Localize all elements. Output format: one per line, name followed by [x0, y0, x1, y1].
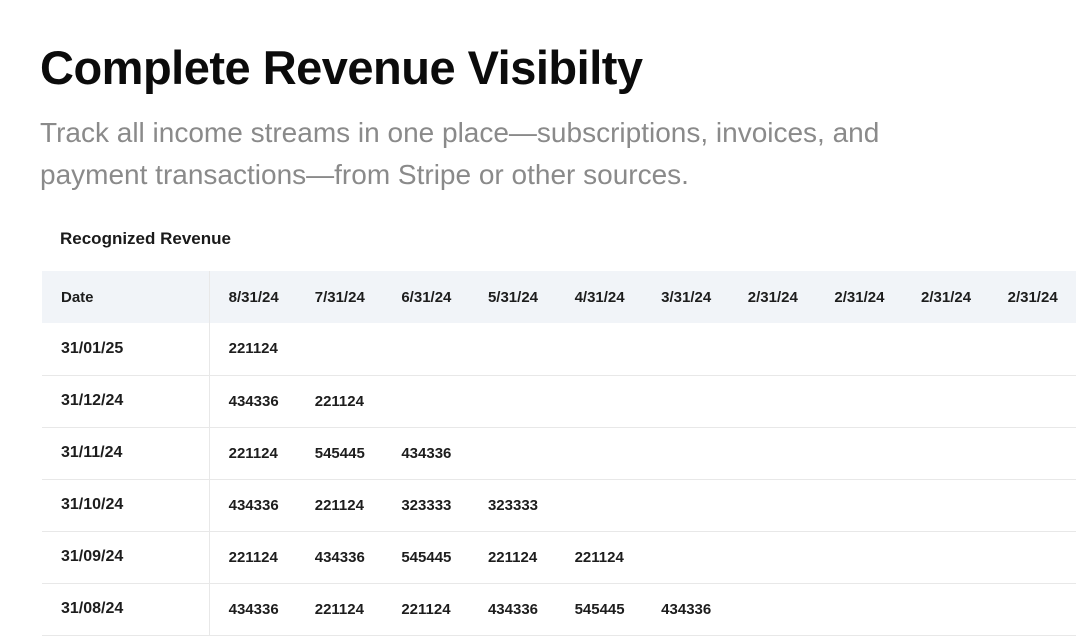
revenue-table-container[interactable]: Date 8/31/24 7/31/24 6/31/24 5/31/24 4/31/24… — [42, 271, 1076, 638]
revenue-value-cell — [296, 323, 383, 375]
revenue-value-cell — [729, 375, 816, 427]
revenue-value-cell — [642, 375, 729, 427]
row-date-cell: 31/11/24 — [42, 427, 210, 479]
page-subtitle: Track all income streams in one place—su… — [40, 117, 880, 190]
revenue-value-cell — [469, 375, 556, 427]
revenue-value-cell — [815, 531, 902, 583]
revenue-value-cell — [729, 531, 816, 583]
table-row: 31/09/24 221124 434336 545445 221124 221124 — [42, 531, 1076, 583]
row-date-cell: 31/10/24 — [42, 479, 210, 531]
revenue-value-cell: 323333 — [401, 496, 452, 514]
revenue-value-cell: 434336 — [228, 600, 279, 618]
column-header-period[interactable]: 8/31/24 — [228, 288, 279, 306]
revenue-value-cell: 434336 — [228, 392, 279, 410]
revenue-value-cell: 221124 — [314, 392, 364, 410]
table-row: 31/08/24 434336 221124 221124 434336 545445 43… — [42, 583, 1076, 635]
revenue-value-cell — [989, 583, 1076, 635]
column-header-period[interactable]: 5/31/24 — [487, 288, 538, 306]
revenue-value-cell — [382, 323, 469, 375]
table-label: Recognized Revenue — [60, 229, 231, 248]
revenue-value-cell — [642, 427, 729, 479]
revenue-value-cell — [382, 375, 469, 427]
revenue-value-cell: 545445 — [574, 600, 625, 618]
revenue-value-cell: 545445 — [401, 548, 452, 566]
revenue-value-cell — [815, 583, 902, 635]
table-body: 31/01/25 221124 31/12/24 434336 221124 31/11/… — [42, 323, 1076, 635]
revenue-value-cell — [815, 479, 902, 531]
column-header-period[interactable]: 2/31/24 — [921, 288, 972, 306]
revenue-value-cell — [902, 323, 989, 375]
column-header-period[interactable]: 7/31/24 — [314, 288, 365, 306]
revenue-value-cell — [729, 323, 816, 375]
revenue-value-cell — [556, 323, 643, 375]
column-header-period[interactable]: 4/31/24 — [574, 288, 625, 306]
revenue-value-cell — [989, 479, 1076, 531]
revenue-value-cell — [729, 427, 816, 479]
revenue-value-cell: 434336 — [314, 548, 365, 566]
revenue-value-cell: 221124 — [228, 444, 278, 462]
table-row: 31/11/24 221124 545445 434336 — [42, 427, 1076, 479]
row-date-cell: 31/08/24 — [42, 583, 210, 635]
revenue-value-cell: 221124 — [228, 548, 278, 566]
revenue-value-cell — [989, 375, 1076, 427]
revenue-value-cell: 434336 — [487, 600, 539, 618]
revenue-value-cell — [469, 323, 556, 375]
revenue-table: Date 8/31/24 7/31/24 6/31/24 5/31/24 4/31/24… — [42, 271, 1076, 636]
revenue-value-cell — [556, 375, 643, 427]
revenue-value-cell: 221124 — [487, 548, 538, 566]
column-header-period[interactable]: 2/31/24 — [834, 288, 885, 306]
revenue-value-cell — [469, 427, 556, 479]
revenue-value-cell: 221124 — [401, 600, 451, 618]
revenue-value-cell — [902, 479, 989, 531]
revenue-value-cell: 221124 — [314, 496, 364, 514]
revenue-value-cell — [989, 323, 1076, 375]
revenue-value-cell — [556, 479, 643, 531]
column-header-period[interactable]: 2/31/24 — [747, 288, 798, 306]
table-row: 31/12/24 434336 221124 — [42, 375, 1076, 427]
page-title: Complete Revenue Visibilty — [40, 41, 643, 94]
revenue-value-cell — [556, 427, 643, 479]
revenue-value-cell — [642, 323, 729, 375]
revenue-value-cell — [989, 427, 1076, 479]
column-header-period[interactable]: 2/31/24 — [1007, 288, 1058, 306]
column-header-period[interactable]: 6/31/24 — [401, 288, 452, 306]
revenue-value-cell: 434336 — [228, 496, 279, 514]
revenue-value-cell — [815, 375, 902, 427]
column-header-date[interactable]: Date — [42, 271, 210, 323]
revenue-value-cell: 221124 — [574, 548, 624, 566]
revenue-value-cell: 434336 — [661, 600, 712, 618]
revenue-value-cell — [989, 531, 1076, 583]
revenue-value-cell — [815, 323, 902, 375]
revenue-value-cell: 323333 — [487, 496, 539, 514]
row-date-cell: 31/12/24 — [42, 375, 210, 427]
revenue-value-cell — [902, 427, 989, 479]
table-row: 31/10/24 434336 221124 323333 323333 — [42, 479, 1076, 531]
revenue-value-cell — [642, 531, 729, 583]
table-header-row: Date 8/31/24 7/31/24 6/31/24 5/31/24 4/31/24… — [42, 271, 1076, 323]
revenue-value-cell: 434336 — [401, 444, 452, 462]
revenue-value-cell — [902, 583, 989, 635]
revenue-value-cell — [902, 375, 989, 427]
table-row: 31/01/25 221124 — [42, 323, 1076, 375]
revenue-value-cell — [815, 427, 902, 479]
revenue-value-cell — [642, 479, 729, 531]
revenue-value-cell: 221124 — [314, 600, 364, 618]
revenue-value-cell — [729, 583, 816, 635]
column-header-period[interactable]: 3/31/24 — [661, 288, 712, 306]
revenue-value-cell: 221124 — [228, 340, 278, 358]
row-date-cell: 31/09/24 — [42, 531, 210, 583]
revenue-value-cell — [902, 531, 989, 583]
revenue-value-cell: 545445 — [314, 444, 365, 462]
row-date-cell: 31/01/25 — [42, 323, 210, 375]
revenue-value-cell — [729, 479, 816, 531]
